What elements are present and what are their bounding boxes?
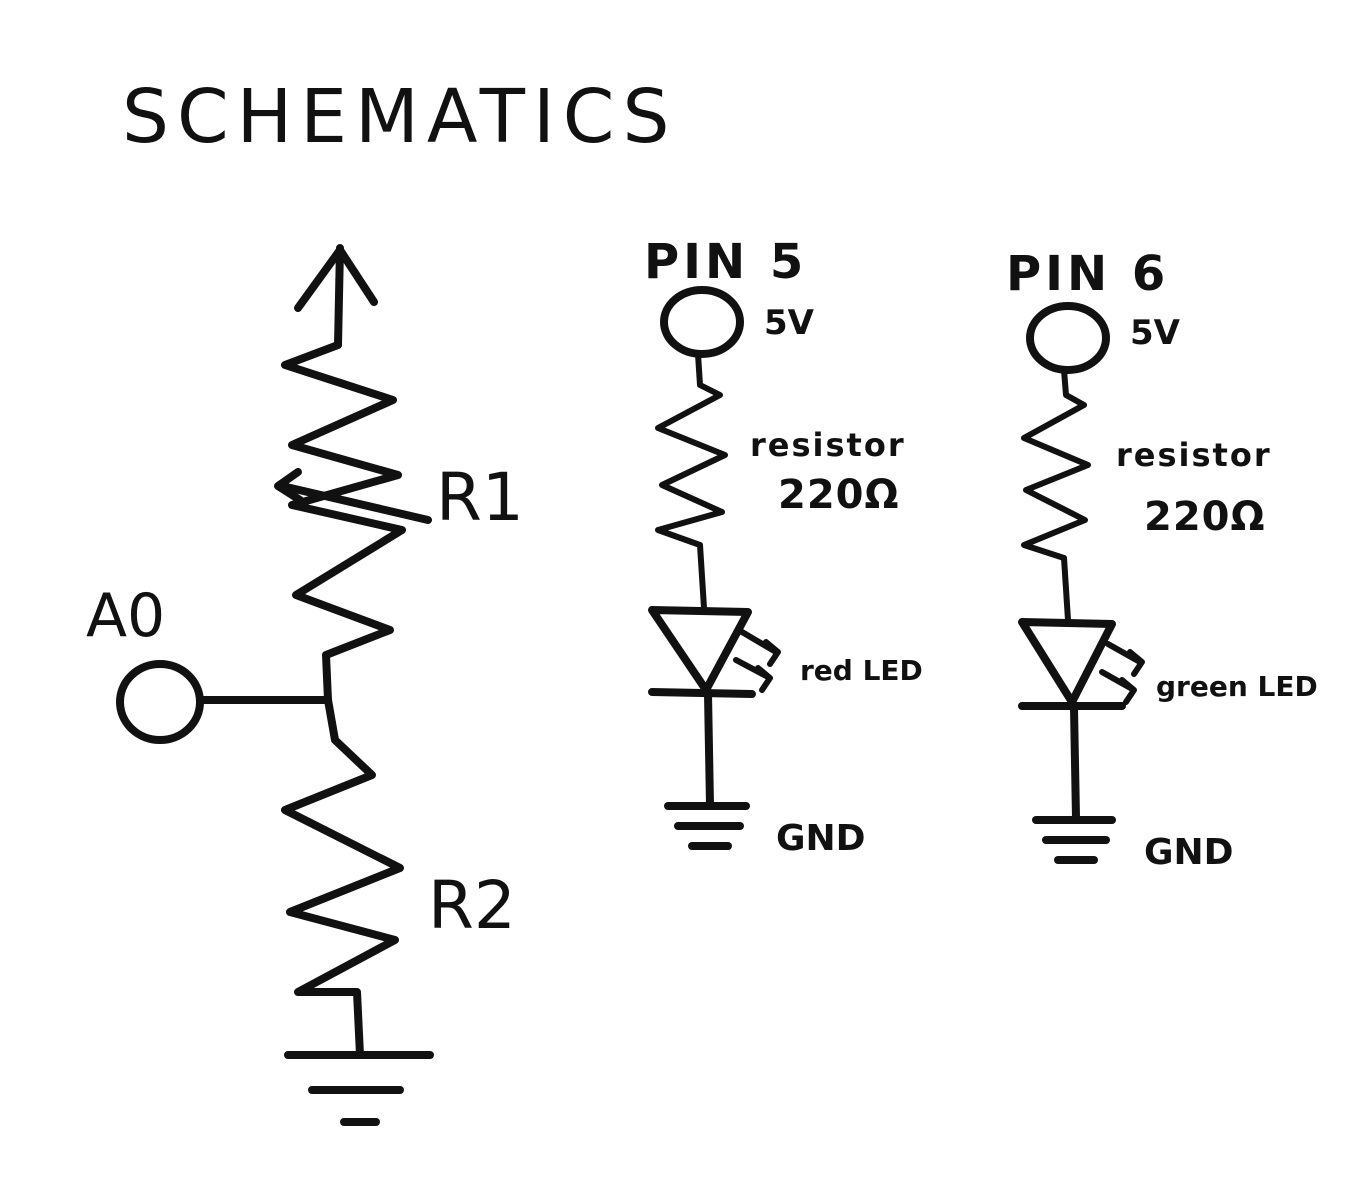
led-symbol [1018,618,1145,710]
resistor-r2-label: R2 [428,867,516,944]
resistor-r1 [281,341,406,704]
ground-symbol [664,802,750,850]
voltage-label: 5V [1130,313,1181,353]
ground-symbol [284,1051,434,1126]
resistor [655,351,728,611]
ground-wire [704,690,714,809]
resistor-label: resistor [1116,436,1272,474]
resistor-r1-label: R1 [436,459,524,536]
ground-label: GND [1144,832,1234,873]
led-symbol [648,606,781,698]
pin-label: PIN 5 [644,234,807,290]
pin-terminal [660,286,744,358]
led-label: green LED [1156,670,1318,703]
led-label: red LED [800,654,923,687]
voltage-divider: R1 A0 R2 [86,244,524,1126]
ground-wire [1070,704,1080,822]
ground-label: GND [776,818,866,859]
supply-arrow-head [294,246,378,312]
resistor-r2 [281,696,404,1059]
resistor-label: resistor [750,426,906,464]
resistor [1021,367,1091,623]
supply-arrow-shaft [334,244,344,349]
potentiometer-wiper-arrow [278,482,432,524]
resistor-value: 220Ω [1144,494,1266,540]
led-circuit-pin5: PIN 5 5V resistor 220Ω red LED GND [644,234,923,859]
resistor-value: 220Ω [778,472,900,518]
led-circuit-pin6: PIN 6 5V resistor 220Ω green LED GND [1006,246,1318,873]
pin-label: PIN 6 [1006,246,1169,302]
a0-label: A0 [86,581,165,651]
potentiometer-wiper-arrowhead [274,468,304,504]
voltage-label: 5V [764,303,815,343]
a0-terminal [116,660,204,744]
page-title: SCHEMATICS [122,74,677,160]
pin-terminal [1026,302,1110,374]
ground-symbol [1032,816,1116,864]
